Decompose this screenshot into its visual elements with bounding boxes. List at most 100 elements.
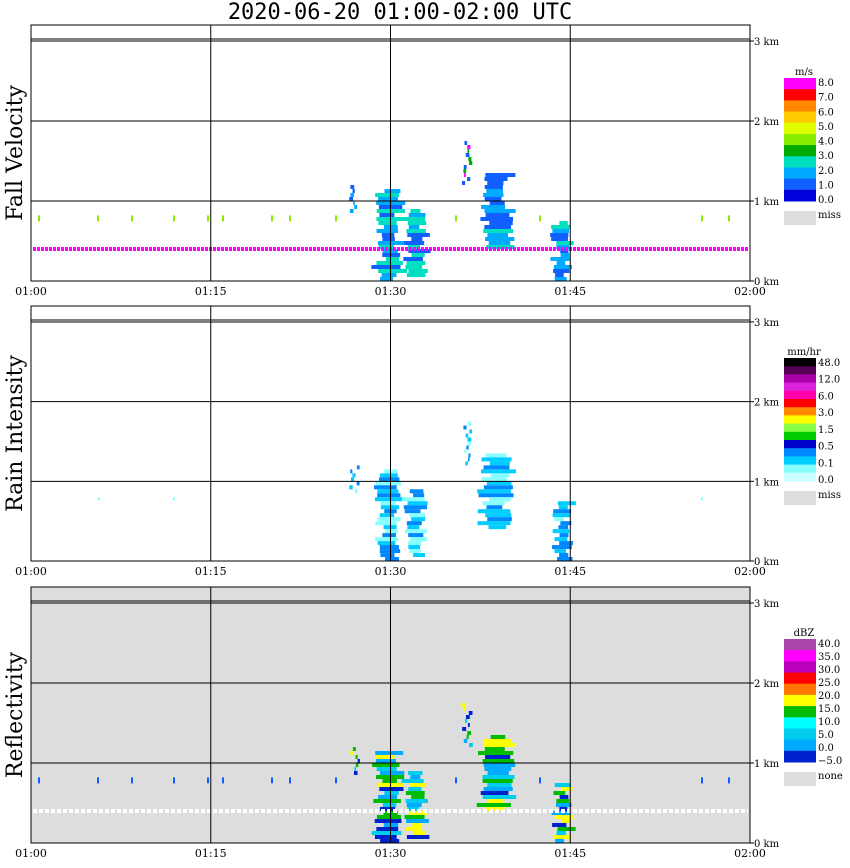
echo-cell xyxy=(465,461,468,466)
plot-frame xyxy=(30,586,751,844)
echo-cell xyxy=(410,209,421,213)
colorbar-label: 5.0 xyxy=(818,122,834,133)
y-tick-label: 0 km xyxy=(754,277,780,288)
colorbar-swatch xyxy=(784,456,816,466)
x-tick-label: 02:00 xyxy=(734,565,766,578)
echo-cell xyxy=(405,265,423,269)
echo-cell xyxy=(554,517,564,522)
echo-cell xyxy=(409,549,421,554)
echo-cell xyxy=(464,141,468,145)
echo-cell xyxy=(465,153,470,157)
echo-cell xyxy=(461,181,466,185)
colorbar-label: 30.0 xyxy=(818,665,840,676)
echo-cell xyxy=(468,711,473,715)
echo-cell xyxy=(377,541,396,546)
echo-cell xyxy=(406,819,429,823)
echo-cell xyxy=(485,173,516,177)
echo-cell xyxy=(407,221,427,225)
echo-cell xyxy=(483,229,514,233)
echo-cell xyxy=(406,261,426,265)
colorbar-label: 12.0 xyxy=(818,375,840,386)
echo-cell xyxy=(374,497,404,502)
echo-cell xyxy=(552,545,572,550)
echo-cell xyxy=(409,513,426,518)
echo-cell xyxy=(486,189,503,193)
echo-cell xyxy=(377,241,407,245)
echo-cell xyxy=(701,777,703,784)
echo-cell xyxy=(485,513,512,518)
echo-cell xyxy=(381,233,395,237)
y-tick-label: 1 km xyxy=(754,477,780,488)
echo-cell xyxy=(464,449,467,454)
echo-cell xyxy=(556,261,566,265)
echo-cell xyxy=(463,739,468,743)
echo-cell xyxy=(551,237,568,241)
colorbar-swatch xyxy=(784,672,816,685)
colorbar-swatch xyxy=(784,440,816,449)
echo-cell xyxy=(97,777,99,784)
colorbar-swatch xyxy=(784,399,816,408)
colorbar-swatch xyxy=(784,122,816,135)
echo-cell xyxy=(382,803,397,807)
echo-cell xyxy=(486,481,512,486)
echo-cell xyxy=(488,525,507,530)
echo-cell xyxy=(559,541,573,546)
echo-cell xyxy=(463,165,467,169)
echo-cell xyxy=(375,759,396,763)
colorbar-missing-label: none xyxy=(818,771,843,782)
echo-cell xyxy=(481,457,512,462)
colorbar-swatch xyxy=(784,382,816,392)
colorbar-swatch xyxy=(784,739,816,752)
echo-cell xyxy=(371,831,402,835)
echo-cell xyxy=(406,229,426,233)
echo-cell xyxy=(487,783,512,787)
echo-cell xyxy=(385,529,398,534)
y-tick-label: 3 km xyxy=(754,318,780,329)
echo-cell xyxy=(349,209,354,213)
echo-cell xyxy=(467,145,471,149)
echo-cell xyxy=(559,221,568,225)
y-tick-label: 2 km xyxy=(754,117,780,128)
echo-cell xyxy=(350,751,354,755)
echo-cell xyxy=(411,517,426,522)
chart-title: 2020-06-20 01:00-02:00 UTC xyxy=(227,0,573,25)
echo-cell xyxy=(335,215,337,222)
echo-cell xyxy=(477,509,511,514)
x-tick-label: 01:00 xyxy=(15,847,47,860)
colorbar-swatch xyxy=(784,133,816,146)
echo-cell xyxy=(406,803,422,807)
echo-cell xyxy=(481,477,507,482)
echo-cell xyxy=(375,755,395,759)
echo-cell xyxy=(554,277,567,281)
echo-cell xyxy=(557,827,576,831)
echo-cell xyxy=(408,771,423,775)
colorbar-label: 5.0 xyxy=(818,730,834,741)
echo-cell xyxy=(550,257,570,261)
colorbar-label: 20.0 xyxy=(818,691,840,702)
echo-cell xyxy=(405,799,428,803)
echo-cell xyxy=(467,421,472,426)
plot-frame xyxy=(30,24,751,282)
echo-cell xyxy=(728,215,730,222)
echo-cell xyxy=(408,783,427,787)
echo-cell xyxy=(97,215,99,222)
echo-cell xyxy=(375,521,397,526)
colorbar-swatch xyxy=(784,694,816,707)
colorbar-label: 35.0 xyxy=(818,652,840,663)
colorbar-swatch xyxy=(784,728,816,741)
echo-cell xyxy=(38,215,40,222)
colorbar-missing-swatch xyxy=(784,772,816,786)
echo-cell xyxy=(554,549,566,554)
echo-cell xyxy=(555,273,564,277)
echo-cell xyxy=(467,723,470,727)
echo-cell xyxy=(352,747,356,751)
colorbar-label: 40.0 xyxy=(818,639,840,650)
echo-cell xyxy=(406,273,426,277)
echo-cell xyxy=(483,485,513,490)
echo-cell xyxy=(560,249,569,253)
colorbar-swatch xyxy=(784,145,816,157)
echo-cell xyxy=(468,453,471,458)
echo-cell xyxy=(558,505,568,510)
panel-1: 01:00 01:15 01:30 01:45 02:000 km 1 km 2 km 3 k… xyxy=(3,24,841,298)
y-tick-label: 0 km xyxy=(754,839,780,850)
